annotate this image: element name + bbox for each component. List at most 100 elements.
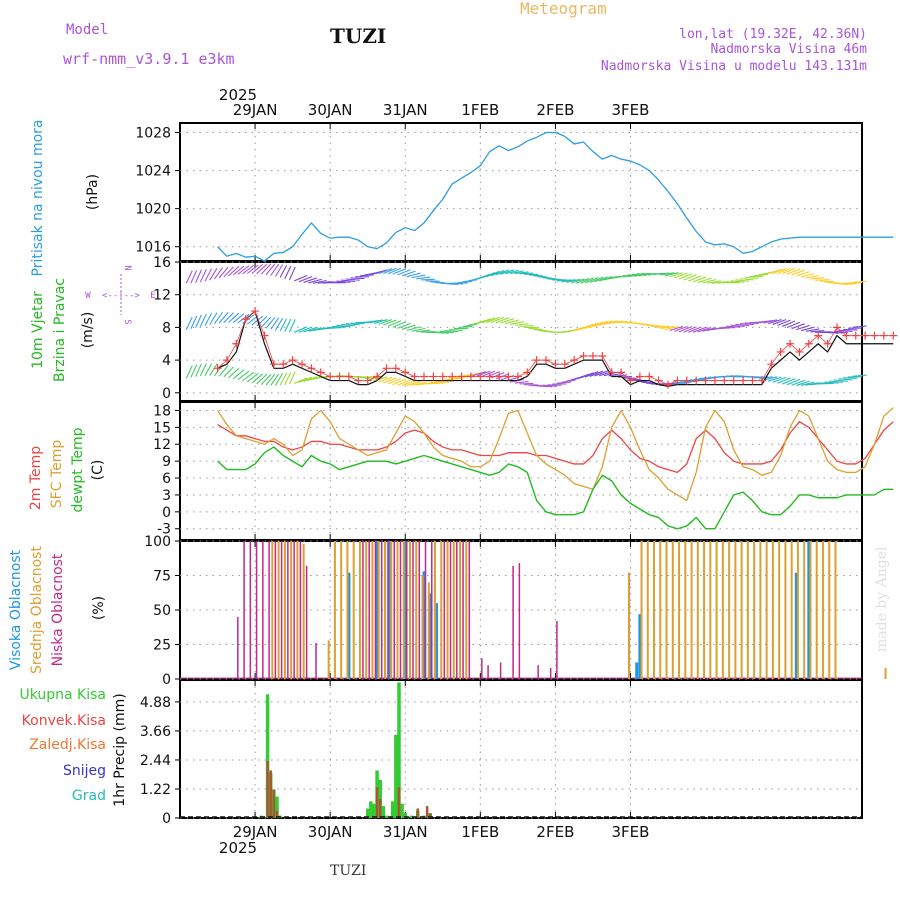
day-label-bottom: 3FEB: [612, 823, 650, 841]
wind-barb: [288, 319, 296, 333]
wind-barb: [204, 312, 213, 326]
cloud-bar-1: [778, 541, 781, 679]
wind-barb: [509, 270, 524, 275]
wind-barb: [772, 319, 787, 325]
wind-barb: [528, 327, 543, 330]
precip-bar-1: [375, 787, 379, 818]
wind-barb: [246, 264, 259, 274]
precip-bar-1: [266, 760, 269, 818]
wind-barb: [397, 269, 411, 276]
wind-barb: [434, 331, 449, 334]
wind-barb: [359, 274, 374, 277]
cloud-bar-1: [671, 541, 674, 679]
wind-barb: [223, 366, 234, 378]
station-title: TUZI: [330, 24, 386, 48]
temp-title-2m: 2m Temp: [28, 446, 44, 510]
cloud-bar-1: [796, 541, 799, 679]
cloud-bar-2: [393, 541, 395, 679]
y-tick-label: 3: [162, 488, 171, 504]
wind-unit: (m/s): [80, 312, 96, 349]
cloud-bar-2: [487, 665, 489, 679]
wind-barb: [195, 314, 202, 328]
precip-bar-0: [400, 803, 404, 818]
wind-barb: [843, 377, 858, 379]
cloud-bar-1: [277, 541, 280, 679]
y-tick-label: 12: [153, 437, 171, 453]
wind-barb: [782, 378, 796, 385]
cloud-bar-2: [405, 541, 408, 679]
cloud-bar-2: [280, 541, 283, 679]
precip-legend-item: Snijeg: [63, 763, 106, 779]
compass-n: N: [122, 265, 132, 270]
wind-barb: [843, 282, 858, 285]
cloud-bar-2: [456, 541, 458, 679]
wind-barb: [232, 265, 245, 276]
wind-barb: [491, 316, 505, 324]
cloud-bar-1: [271, 541, 274, 679]
y-tick-label: 1024: [135, 164, 171, 180]
pressure-series: [217, 131, 894, 262]
cloud-bar-2: [387, 541, 389, 679]
cloud-bar-2: [399, 541, 402, 679]
wind-barb: [824, 331, 839, 334]
wind-barb: [430, 381, 445, 384]
wind-barb: [589, 321, 603, 328]
wind-barb: [744, 322, 759, 325]
cloud-bar-2: [431, 541, 433, 679]
cloud-bar-2: [443, 541, 446, 679]
wind-barb: [495, 269, 510, 276]
precip-bar-1: [425, 806, 429, 818]
cloud-bar-1: [346, 541, 349, 679]
wind-barb: [392, 378, 406, 386]
wind-barb: [542, 384, 557, 387]
y-tick-label: 4: [162, 353, 171, 369]
wind-barb: [387, 267, 402, 275]
cloud-bar-1: [396, 541, 399, 679]
wind-barb: [274, 264, 284, 277]
wind-barb: [411, 274, 426, 279]
precip-bar-0: [381, 806, 386, 818]
wind-barb: [777, 319, 791, 326]
precip-legend-item: Zaledj.Kisa: [29, 737, 106, 753]
cloud-bar-1: [765, 541, 768, 679]
wind-barb: [185, 316, 193, 330]
wind-barb: [796, 324, 810, 331]
wind-barb: [636, 273, 651, 276]
wind-barb: [791, 379, 805, 386]
precip-unit: 1hr Precip (mm): [112, 693, 128, 806]
wind-barb: [274, 318, 284, 331]
wind-barb: [373, 376, 388, 382]
cloud-bar-1: [759, 541, 762, 679]
y-tick-label: 0: [162, 811, 171, 827]
wind-barb: [288, 266, 296, 281]
wind-barb: [594, 370, 608, 377]
compass-s: S: [122, 319, 132, 324]
pressure-title: Pritisak na nivou mora: [30, 119, 46, 276]
pressure-line: [217, 131, 894, 262]
wind-barb: [725, 325, 740, 328]
wind-barb: [519, 272, 534, 275]
wind-barb: [678, 326, 693, 333]
cloud-bar-2: [468, 541, 471, 679]
wind-barb: [378, 268, 393, 275]
cloud-bar-2: [262, 541, 264, 679]
wind-barb: [237, 265, 250, 275]
wind-barb: [486, 316, 500, 324]
grid-lines: [175, 123, 862, 819]
wind-barb: [660, 272, 675, 276]
y-tick-label: 25: [153, 638, 171, 654]
cloud-bar-0: [403, 541, 407, 679]
wind-barb: [697, 326, 712, 333]
wind-barb: [449, 282, 464, 285]
wind-barb: [584, 371, 599, 378]
wind-barb: [472, 371, 487, 377]
wind-barb: [519, 325, 534, 327]
wind-barb: [495, 317, 510, 324]
wind-barb: [500, 269, 515, 275]
y-tick-label: 3.66: [140, 724, 171, 740]
wind-barb: [763, 376, 778, 381]
cloud-bar-2: [549, 667, 552, 679]
wind-barb: [683, 378, 697, 385]
wind-barb: [735, 279, 750, 282]
temp-dewpt-line: [217, 446, 894, 530]
